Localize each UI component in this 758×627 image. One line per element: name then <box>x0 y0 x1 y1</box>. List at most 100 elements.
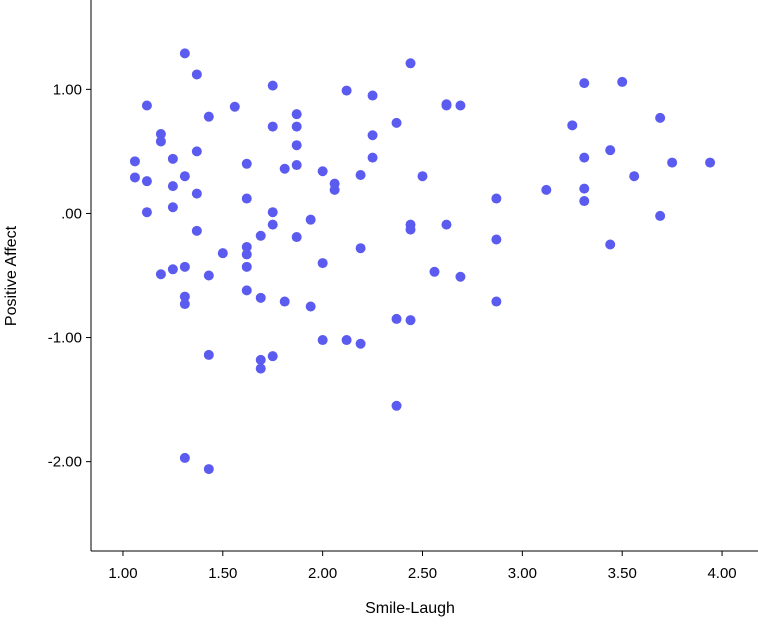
data-point <box>155 129 166 140</box>
data-point <box>191 146 202 157</box>
data-point <box>191 225 202 236</box>
data-point <box>355 169 366 180</box>
data-point <box>567 120 578 131</box>
data-point <box>267 351 278 362</box>
data-point <box>191 188 202 199</box>
y-axis-title: Positive Affect <box>3 225 20 326</box>
points-layer <box>129 48 716 475</box>
data-point <box>441 100 452 111</box>
data-point <box>579 78 590 89</box>
data-point <box>655 210 666 221</box>
data-point <box>129 156 140 167</box>
x-axis-title: Smile-Laugh <box>365 600 455 617</box>
data-point <box>203 464 214 475</box>
data-point <box>179 261 190 272</box>
data-point <box>255 363 266 374</box>
data-point <box>155 269 166 280</box>
data-point <box>367 90 378 101</box>
data-point <box>291 121 302 132</box>
data-point <box>291 160 302 171</box>
data-point <box>491 296 502 307</box>
data-point <box>341 335 352 346</box>
data-point <box>391 313 402 324</box>
data-point <box>305 301 316 312</box>
data-point <box>355 338 366 349</box>
data-point <box>241 158 252 169</box>
data-point <box>391 117 402 128</box>
ticks-layer: 1.00 1.50 2.00 2.50 3.00 3.50 4.00 1.00 .00 -1.00… <box>48 81 737 582</box>
data-point <box>255 354 266 365</box>
x-tick-label: 3.00 <box>508 565 537 582</box>
y-tick-label: 1.00 <box>53 81 82 98</box>
data-point <box>267 121 278 132</box>
data-point <box>617 76 628 87</box>
data-point <box>267 207 278 218</box>
data-point <box>455 271 466 282</box>
data-point <box>241 249 252 260</box>
data-point <box>155 136 166 147</box>
data-point <box>329 184 340 195</box>
data-point <box>291 109 302 120</box>
y-tick-label: -2.00 <box>48 454 82 471</box>
data-point <box>167 202 178 213</box>
data-point <box>141 100 152 111</box>
data-point <box>405 224 416 235</box>
data-point <box>629 171 640 182</box>
data-point <box>667 157 678 168</box>
data-point <box>705 157 716 168</box>
data-point <box>455 100 466 111</box>
data-point <box>367 152 378 163</box>
data-point <box>579 152 590 163</box>
data-point <box>203 111 214 122</box>
data-point <box>179 299 190 310</box>
data-point <box>167 153 178 164</box>
x-tick-label: 3.50 <box>608 565 637 582</box>
data-point <box>367 130 378 141</box>
y-tick-label: .00 <box>61 205 82 222</box>
data-point <box>405 58 416 69</box>
data-point <box>267 219 278 230</box>
data-point <box>141 176 152 187</box>
data-point <box>541 184 552 195</box>
data-point <box>491 193 502 204</box>
data-point <box>241 193 252 204</box>
y-tick-label: -1.00 <box>48 330 82 347</box>
data-point <box>255 292 266 303</box>
data-point <box>203 349 214 360</box>
data-point <box>605 145 616 156</box>
x-tick-label: 2.00 <box>308 565 337 582</box>
data-point <box>279 296 290 307</box>
data-point <box>129 172 140 183</box>
data-point <box>305 214 316 225</box>
data-point <box>291 232 302 243</box>
x-tick-label: 4.00 <box>707 565 736 582</box>
x-tick-label: 2.50 <box>408 565 437 582</box>
data-point <box>167 181 178 192</box>
data-point <box>605 239 616 250</box>
data-point <box>317 166 328 177</box>
data-point <box>217 248 228 259</box>
data-point <box>179 171 190 182</box>
data-point <box>405 315 416 326</box>
data-point <box>179 291 190 302</box>
data-point <box>267 80 278 91</box>
data-point <box>317 258 328 269</box>
data-point <box>317 335 328 346</box>
data-point <box>241 261 252 272</box>
data-point <box>391 400 402 411</box>
data-point <box>229 101 240 112</box>
data-point <box>241 241 252 252</box>
data-point <box>417 171 428 182</box>
data-point <box>179 48 190 59</box>
data-point <box>279 163 290 174</box>
data-point <box>241 285 252 296</box>
data-point <box>579 183 590 194</box>
x-tick-label: 1.00 <box>108 565 137 582</box>
data-point <box>491 234 502 245</box>
data-point <box>429 266 440 277</box>
data-point <box>341 85 352 96</box>
x-tick-label: 1.50 <box>208 565 237 582</box>
data-point <box>167 264 178 275</box>
